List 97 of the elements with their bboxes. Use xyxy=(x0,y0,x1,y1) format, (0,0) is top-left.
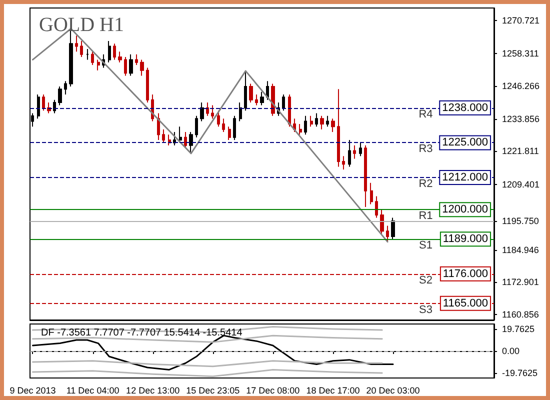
candlestick xyxy=(266,80,269,100)
candlestick xyxy=(342,156,345,170)
candlestick xyxy=(375,196,378,218)
x-tick-label: 20 Dec 03:00 xyxy=(366,386,420,396)
annotation: S3 xyxy=(419,304,432,316)
candlestick xyxy=(91,51,94,66)
candlestick xyxy=(173,131,176,146)
candlestick xyxy=(299,123,302,136)
candlestick xyxy=(53,99,56,114)
x-tick-label: 17 Dec 08:00 xyxy=(246,386,300,396)
candlestick xyxy=(326,115,329,128)
candlestick xyxy=(255,94,258,106)
candlestick xyxy=(140,59,144,76)
candlestick xyxy=(179,126,182,144)
candlestick xyxy=(244,70,247,112)
candlestick xyxy=(320,115,324,130)
candlestick xyxy=(37,94,40,120)
y-tick-label: 1172.901 xyxy=(502,277,539,288)
candlestick xyxy=(380,209,384,234)
chart-title: GOLD H1 xyxy=(39,14,124,36)
candlestick xyxy=(391,217,395,240)
candlestick xyxy=(310,115,313,128)
ref-line-label: 1200.000 xyxy=(442,204,488,216)
candlestick xyxy=(189,131,193,154)
annotation: R4 xyxy=(418,108,433,120)
y-tick-label: -19.7625 xyxy=(502,368,538,378)
chart-title: DF -7.3561 7.7707 -7.7707 15.5414 -15.5414 xyxy=(41,328,243,338)
candlestick xyxy=(129,54,133,76)
annotation: R1 xyxy=(418,210,433,222)
candlestick xyxy=(86,48,89,60)
y-tick-label: 1270.721 xyxy=(502,15,540,26)
y-tick-label: 1233.856 xyxy=(502,114,540,124)
candlestick xyxy=(288,94,291,128)
x-tick-label: 15 Dec 23:05 xyxy=(186,386,240,396)
candlestick xyxy=(162,128,165,144)
y-tick-label: 1195.750 xyxy=(502,216,539,226)
y-tick-label: 19.7625 xyxy=(502,324,535,334)
candlestick xyxy=(135,54,138,66)
candlestick xyxy=(184,131,187,149)
line-series xyxy=(32,368,383,378)
candlestick xyxy=(260,91,264,106)
candlestick xyxy=(222,118,225,132)
y-tick-label: 1221.811 xyxy=(502,146,539,156)
ref-line-label: 1176.000 xyxy=(442,268,488,280)
candlestick xyxy=(233,115,236,141)
y-tick-label: 0.00 xyxy=(502,346,520,356)
x-tick-label: 18 Dec 17:00 xyxy=(306,386,360,396)
candlestick xyxy=(370,182,373,205)
candlestick xyxy=(200,102,204,122)
annotation: R3 xyxy=(418,143,433,156)
candlestick xyxy=(386,225,389,242)
candlestick xyxy=(249,83,253,104)
y-tick-label: 1160.856 xyxy=(502,309,539,320)
x-tick-label: 12 Dec 13:00 xyxy=(126,386,180,396)
annotation: S1 xyxy=(419,240,432,252)
candlestick xyxy=(228,126,231,141)
x-tick-label: 9 Dec 2013 xyxy=(10,386,56,396)
ref-line-label: 1165.000 xyxy=(442,297,488,310)
y-tick-label: 1184.946 xyxy=(502,244,539,255)
candlestick xyxy=(97,59,100,71)
ref-line-label: 1189.000 xyxy=(442,233,488,246)
candlestick xyxy=(80,40,83,58)
candlestick xyxy=(64,80,67,96)
candlestick xyxy=(157,112,160,141)
candlestick xyxy=(359,142,362,157)
annotation: R2 xyxy=(418,178,433,190)
y-tick-label: 1246.266 xyxy=(502,80,540,91)
annotation: S2 xyxy=(419,274,432,286)
x-tick-label: 11 Dec 04:00 xyxy=(66,386,120,396)
candlestick xyxy=(118,51,122,63)
line-series xyxy=(32,334,383,343)
candlestick xyxy=(315,112,318,128)
candlestick xyxy=(337,88,340,168)
candlestick xyxy=(348,140,351,168)
candlestick xyxy=(211,104,214,120)
candlestick xyxy=(217,110,220,128)
candlestick xyxy=(364,144,367,208)
ref-line-label: 1238.000 xyxy=(442,102,488,114)
candlestick xyxy=(195,115,198,138)
candlestick xyxy=(42,94,45,112)
candlestick xyxy=(331,118,335,132)
candlestick xyxy=(206,102,209,116)
candlestick xyxy=(58,86,62,106)
candlestick xyxy=(304,115,307,136)
y-tick-label: 1209.401 xyxy=(502,179,540,190)
candlestick xyxy=(239,102,242,122)
candlestick xyxy=(108,40,111,63)
candlestick xyxy=(113,43,116,60)
candlestick xyxy=(282,94,285,112)
ref-line-label: 1212.000 xyxy=(442,172,488,184)
ref-line-label: 1225.000 xyxy=(442,136,488,149)
candlestick xyxy=(146,67,149,104)
candlestick xyxy=(353,144,356,160)
candlestick xyxy=(124,56,127,76)
y-tick-label: 1258.311 xyxy=(502,48,539,58)
candlestick xyxy=(293,118,296,132)
candlestick xyxy=(75,35,78,52)
